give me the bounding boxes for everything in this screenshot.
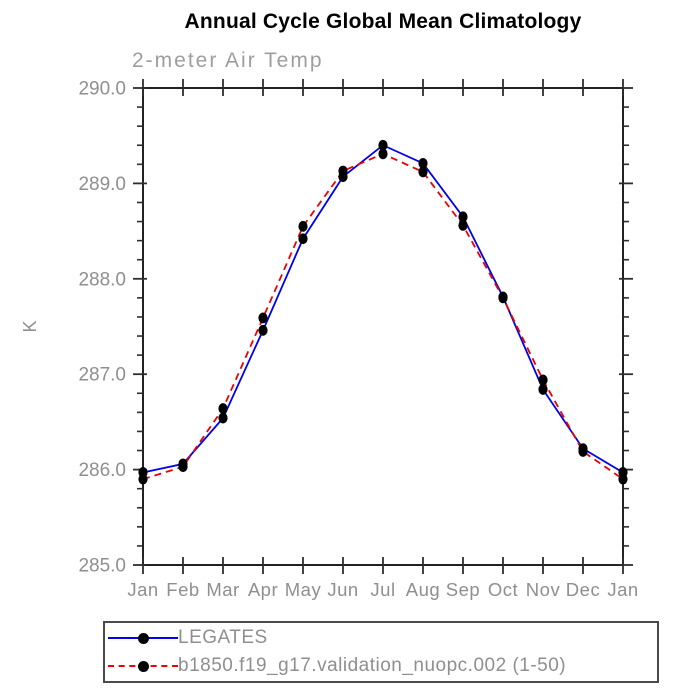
data-point-1 (258, 312, 268, 324)
chart-subtitle: 2-meter Air Temp (132, 49, 324, 72)
data-point-0 (418, 157, 428, 169)
legend-sample-blue-solid (108, 632, 178, 644)
x-tick-label: Feb (166, 579, 199, 600)
data-point-0 (218, 412, 228, 424)
series-line-0 (142, 144, 624, 474)
x-tick-label: Sep (446, 579, 480, 600)
data-point-1 (618, 473, 628, 485)
marker-dot-icon (137, 632, 149, 644)
data-point-1 (458, 219, 468, 231)
legend-label-model: b1850.f19_g17.validation_nuopc.002 (1-50… (178, 655, 567, 676)
data-point-1 (138, 473, 148, 485)
plot-frame (142, 87, 624, 566)
x-tick-label: Jun (327, 579, 358, 600)
x-tick-label: Nov (526, 579, 561, 600)
y-tick-label: 290.0 (78, 79, 126, 100)
data-point-1 (418, 166, 428, 178)
legend-item-legates: LEGATES (105, 624, 657, 652)
marker-dot-icon (137, 660, 149, 672)
x-tick-label: Jan (127, 579, 158, 600)
x-tick-label: Oct (488, 579, 518, 600)
x-tick-label: Jul (370, 579, 395, 600)
data-point-0 (378, 139, 388, 151)
data-point-0 (458, 211, 468, 223)
data-point-1 (338, 165, 348, 177)
y-tick-label: 289.0 (78, 174, 126, 195)
y-tick-label: 288.0 (78, 269, 126, 290)
legend-item-model: b1850.f19_g17.validation_nuopc.002 (1-50… (105, 652, 657, 680)
x-tick-label: Jan (607, 579, 638, 600)
y-axis-label: K (20, 320, 40, 332)
data-point-1 (538, 374, 548, 386)
data-point-1 (498, 292, 508, 304)
x-tick-label: Aug (406, 579, 440, 600)
data-point-1 (178, 461, 188, 473)
y-tick-label: 287.0 (78, 365, 126, 386)
y-tick-label: 286.0 (78, 460, 126, 481)
x-tick-label: Mar (206, 579, 239, 600)
data-point-1 (298, 220, 308, 232)
data-point-0 (298, 233, 308, 245)
chart-title: Annual Cycle Global Mean Climatology (184, 10, 582, 33)
legend-label-legates: LEGATES (178, 627, 268, 648)
legend-box: LEGATES b1850.f19_g17.validation_nuopc.0… (103, 621, 659, 683)
x-tick-label: Dec (566, 579, 600, 600)
data-point-1 (218, 403, 228, 414)
data-point-1 (378, 148, 388, 160)
data-point-0 (538, 384, 548, 395)
x-tick-label: Apr (248, 579, 278, 600)
series-line-1 (142, 152, 624, 480)
legend-sample-red-dashed (108, 660, 178, 672)
x-tick-label: May (285, 579, 322, 600)
data-point-1 (578, 446, 588, 457)
data-point-0 (258, 324, 268, 336)
y-tick-label: 285.0 (78, 556, 126, 577)
